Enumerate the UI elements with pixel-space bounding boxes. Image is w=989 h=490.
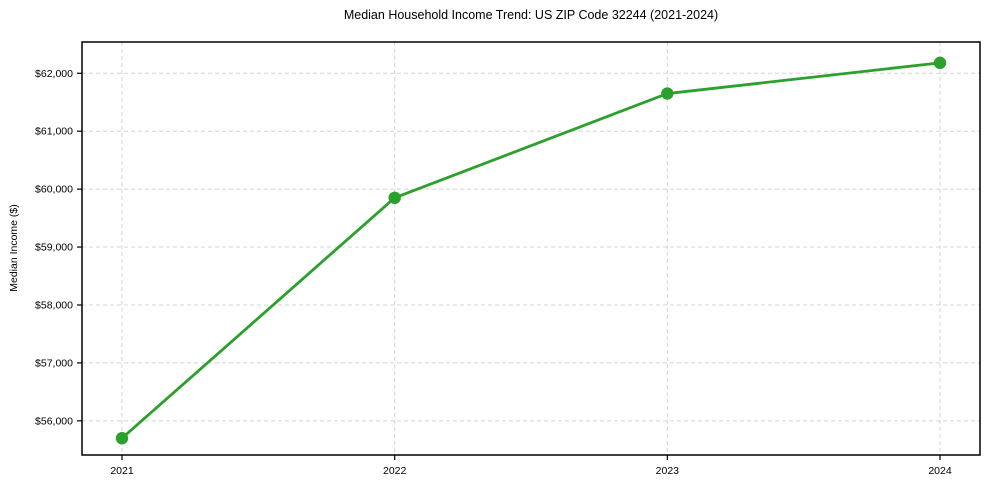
y-tick-label: $59,000 bbox=[35, 242, 73, 254]
x-tick-label: 2021 bbox=[110, 465, 134, 477]
y-tick-label: $56,000 bbox=[35, 415, 73, 427]
y-tick-label: $57,000 bbox=[35, 357, 73, 369]
y-tick-label: $61,000 bbox=[35, 126, 73, 138]
data-point-marker bbox=[661, 87, 674, 100]
chart-title: Median Household Income Trend: US ZIP Co… bbox=[343, 8, 719, 22]
y-tick-label: $58,000 bbox=[35, 299, 73, 311]
plot-frame bbox=[81, 41, 981, 456]
y-axis-label-text: Median Income ($) bbox=[8, 204, 21, 292]
y-tick-label: $60,000 bbox=[35, 184, 73, 196]
income-trend-line bbox=[120, 61, 942, 440]
x-tick-label: 2022 bbox=[383, 465, 407, 477]
data-point-marker bbox=[115, 432, 129, 445]
x-tick-label: 2024 bbox=[928, 465, 952, 477]
x-tick-label: 2023 bbox=[656, 465, 680, 477]
y-tick-label: $62,000 bbox=[35, 68, 73, 80]
data-point-marker bbox=[933, 56, 947, 70]
data-point-marker bbox=[388, 191, 401, 205]
